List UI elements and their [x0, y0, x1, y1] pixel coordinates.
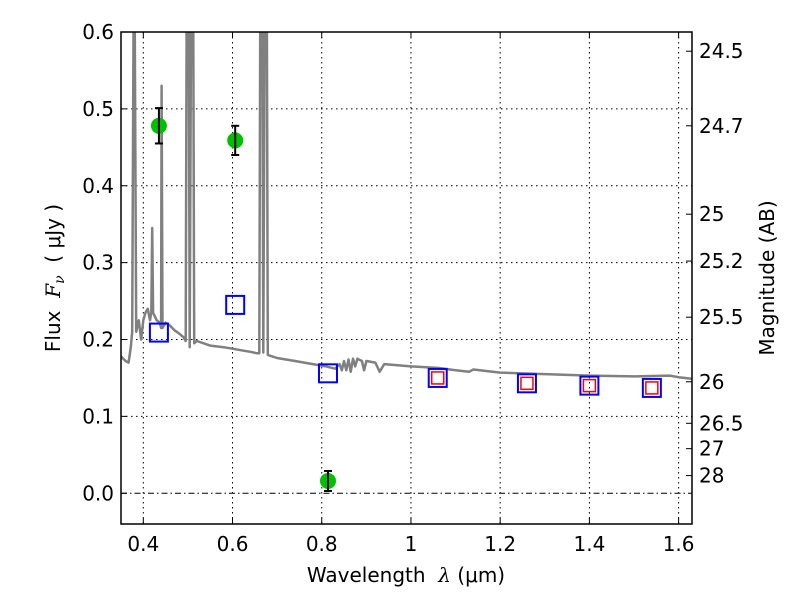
model-photometry-blue-marker: [148, 322, 169, 343]
y-axis-label: Flux Fν ( μJy ): [41, 204, 68, 352]
model-photometry-blue-marker: [579, 375, 600, 396]
model-photometry-red-marker: [645, 381, 659, 395]
model-photometry-red-marker: [582, 378, 597, 393]
x-axis-label-symbol: λ: [437, 563, 451, 587]
y2-tick-label: 25: [699, 202, 724, 226]
y-axis-label-prefix: Flux: [41, 298, 65, 352]
model-photometry-blue-marker: [225, 294, 246, 315]
model-photometry-red-marker: [520, 376, 534, 391]
y2-tick-label: 25.2: [699, 249, 744, 273]
x-axis-label: Wavelength λ (μm): [307, 563, 505, 587]
y2-tick-label: 27: [699, 437, 724, 461]
x-tick-label: 1.4: [573, 532, 605, 556]
x-tick-label: 1: [405, 532, 418, 556]
x-tick-label: 0.4: [127, 532, 159, 556]
x-axis-label-prefix: Wavelength: [307, 563, 438, 587]
y-axis-label-subscript: ν: [52, 275, 68, 284]
y-tick-label: 0.1: [82, 404, 114, 428]
y-tick-label: 0.2: [82, 328, 114, 352]
plot-area: [121, 32, 692, 492]
y-axis-label-symbol: F: [41, 283, 65, 299]
y2-tick-label: 24.7: [699, 114, 744, 138]
grid: [121, 31, 692, 524]
y2-tick-label: 26.5: [699, 411, 744, 435]
y-tick-label: 0.4: [82, 174, 114, 198]
y-axis: 0.0 0.1 0.2 0.3 0.4 0.5 0.6: [82, 20, 127, 505]
y2-tick-label: 28: [699, 464, 724, 488]
x-axis-label-suffix: (μm): [451, 563, 505, 587]
x-tick-label: 1.6: [663, 532, 695, 556]
x-tick-label: 0.8: [306, 532, 338, 556]
x-axis: 0.4 0.6 0.8 1 1.2 1.4 1.6: [127, 32, 695, 556]
axes-frame: [120, 31, 693, 525]
y-tick-label: 0.6: [82, 20, 114, 44]
y2-tick-label: 25.5: [699, 305, 744, 329]
model-spectrum-line: [121, 32, 692, 380]
x-tick-label: 1.2: [484, 532, 516, 556]
x-tick-label: 0.6: [217, 532, 249, 556]
y2-tick-label: 24.5: [699, 39, 744, 63]
y-tick-label: 0.3: [82, 251, 114, 275]
y2-tick-label: 26: [699, 370, 724, 394]
y-axis-label-suffix: ( μJy ): [41, 204, 65, 276]
model-photometry-blue-marker: [317, 363, 338, 384]
y-tick-label: 0.5: [82, 97, 114, 121]
model-photometry-blue-marker: [641, 377, 662, 398]
model-photometry-blue-marker: [427, 367, 448, 388]
y2-axis-label: Magnitude (AB): [755, 200, 779, 355]
model-photometry-red-marker: [430, 371, 445, 385]
y-tick-label: 0.0: [82, 481, 114, 505]
y2-axis: 24.5 24.7 25 25.2 25.5 26 26.527 28: [686, 39, 744, 488]
model-photometry-blue-marker: [516, 373, 537, 394]
